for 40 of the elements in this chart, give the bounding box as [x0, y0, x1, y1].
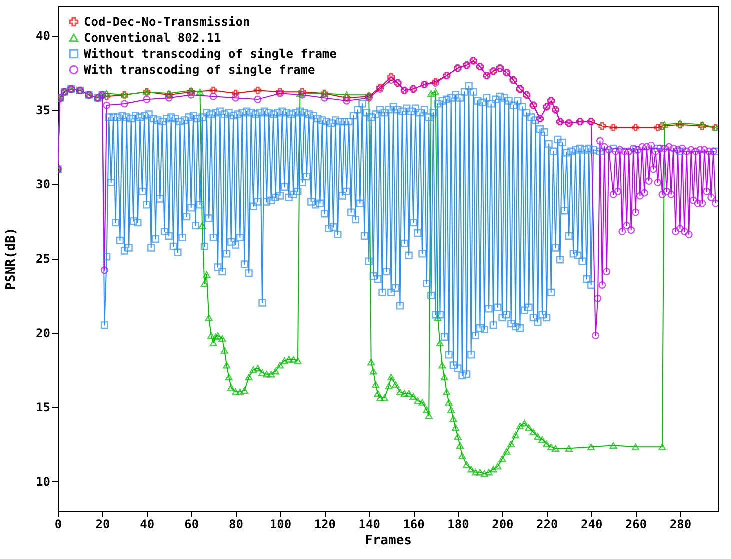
y-axis-title: PSNR(dB)	[4, 228, 20, 290]
x-tick-label: 0	[54, 518, 62, 532]
point	[632, 124, 640, 132]
x-tick-label: 100	[270, 518, 292, 532]
point	[388, 74, 396, 82]
point	[298, 88, 306, 96]
x-tick-label: 80	[229, 518, 244, 532]
legend-label: Cod-Dec-No-Transmission	[84, 15, 250, 29]
x-tick-label: 60	[184, 518, 200, 532]
y-tick-label: 30	[36, 178, 50, 192]
x-tick-label: 20	[96, 518, 110, 532]
x-tick-label: 280	[670, 518, 692, 532]
x-tick-label: 120	[314, 518, 336, 532]
point	[103, 92, 111, 100]
x-tick-label: 260	[625, 518, 648, 532]
legend-label: Conventional 802.11	[84, 31, 222, 45]
x-axis-title: Frames	[365, 534, 412, 548]
point	[654, 124, 662, 132]
x-tick-label: 240	[580, 518, 603, 532]
y-tick-label: 20	[36, 326, 50, 340]
y-tick-label: 40	[36, 29, 50, 44]
x-tick-label: 180	[448, 518, 470, 532]
x-tick-label: 160	[403, 518, 425, 532]
point	[254, 86, 262, 94]
legend-label: Without transcoding of single frame	[84, 47, 337, 61]
x-tick-label: 220	[536, 518, 558, 532]
y-tick-label: 35	[36, 103, 50, 118]
x-tick-label: 140	[358, 518, 380, 532]
point	[210, 86, 218, 94]
point	[232, 90, 240, 98]
legend-label: With transcoding of single frame	[84, 63, 316, 77]
y-tick-label: 10	[36, 474, 50, 489]
x-tick-label: 40	[140, 518, 155, 532]
x-tick-label: 200	[492, 518, 514, 532]
point	[343, 94, 351, 102]
point	[598, 122, 606, 130]
point	[610, 124, 618, 132]
y-tick-label: 15	[36, 400, 50, 415]
y-tick-label: 25	[36, 252, 50, 266]
point	[658, 122, 666, 130]
